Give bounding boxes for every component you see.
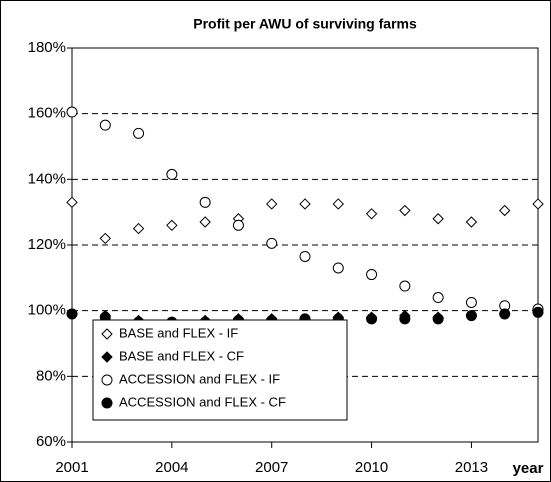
y-tick-label: 180% bbox=[28, 39, 66, 56]
y-tick-label: 80% bbox=[36, 367, 66, 384]
circle-marker bbox=[266, 237, 278, 249]
x-tick-label: 2010 bbox=[355, 459, 388, 476]
chart-title: Profit per AWU of surviving farms bbox=[193, 16, 417, 32]
x-tick-label: 2007 bbox=[255, 459, 288, 476]
circle-marker bbox=[499, 308, 511, 320]
y-tick-label: 140% bbox=[28, 170, 66, 187]
diamond-marker bbox=[101, 328, 113, 340]
circle-marker bbox=[366, 269, 378, 281]
diamond-marker bbox=[66, 196, 78, 209]
diamond-marker bbox=[101, 351, 113, 363]
diamond-marker bbox=[99, 232, 111, 245]
diamond-marker bbox=[299, 198, 311, 210]
circle-marker bbox=[66, 308, 78, 320]
y-tick-label: 120% bbox=[28, 236, 66, 253]
diamond-marker bbox=[432, 213, 444, 225]
circle-marker bbox=[299, 250, 311, 262]
x-tick-label: 2013 bbox=[455, 459, 488, 476]
diamond-marker bbox=[499, 204, 511, 217]
legend-label: BASE and FLEX - IF bbox=[119, 325, 238, 340]
diamond-marker bbox=[465, 216, 478, 228]
diamond-marker bbox=[332, 198, 344, 210]
circle-marker bbox=[199, 196, 211, 208]
circle-marker bbox=[66, 106, 78, 118]
diamond-marker bbox=[365, 208, 378, 220]
circle-marker bbox=[166, 168, 178, 180]
circle-marker bbox=[101, 374, 113, 386]
legend-label: ACCESSION and FLEX - CF bbox=[119, 394, 286, 409]
x-axis-label: year bbox=[513, 460, 544, 477]
circle-marker bbox=[99, 119, 111, 131]
circle-marker bbox=[399, 280, 411, 292]
circle-marker bbox=[465, 310, 477, 322]
x-tick-label: 2004 bbox=[155, 459, 188, 476]
diamond-marker bbox=[132, 222, 145, 235]
legend: BASE and FLEX - IF BASE and FLEX - CF ACCE… bbox=[92, 319, 348, 421]
circle-marker bbox=[532, 306, 544, 318]
diamond-marker bbox=[166, 219, 178, 232]
x-tick-label: 2001 bbox=[55, 459, 88, 476]
legend-label: ACCESSION and FLEX - IF bbox=[119, 371, 280, 386]
y-tick-label: 100% bbox=[28, 302, 66, 319]
circle-marker bbox=[332, 262, 344, 274]
diamond-marker bbox=[399, 204, 411, 217]
diamond-marker bbox=[199, 216, 211, 228]
circle-marker bbox=[432, 292, 444, 304]
circle-marker bbox=[232, 219, 244, 231]
y-tick-label: 60% bbox=[36, 433, 66, 450]
circle-marker bbox=[101, 397, 113, 409]
y-tick-label: 160% bbox=[28, 105, 66, 122]
diamond-marker bbox=[532, 198, 544, 210]
circle-marker bbox=[432, 313, 444, 325]
circle-marker bbox=[399, 313, 411, 325]
diamond-marker bbox=[266, 198, 278, 210]
legend-label: BASE and FLEX - CF bbox=[119, 348, 244, 363]
circle-marker bbox=[366, 313, 378, 325]
circle-marker bbox=[465, 296, 477, 308]
circle-marker bbox=[133, 127, 145, 139]
legend-box bbox=[92, 319, 348, 421]
